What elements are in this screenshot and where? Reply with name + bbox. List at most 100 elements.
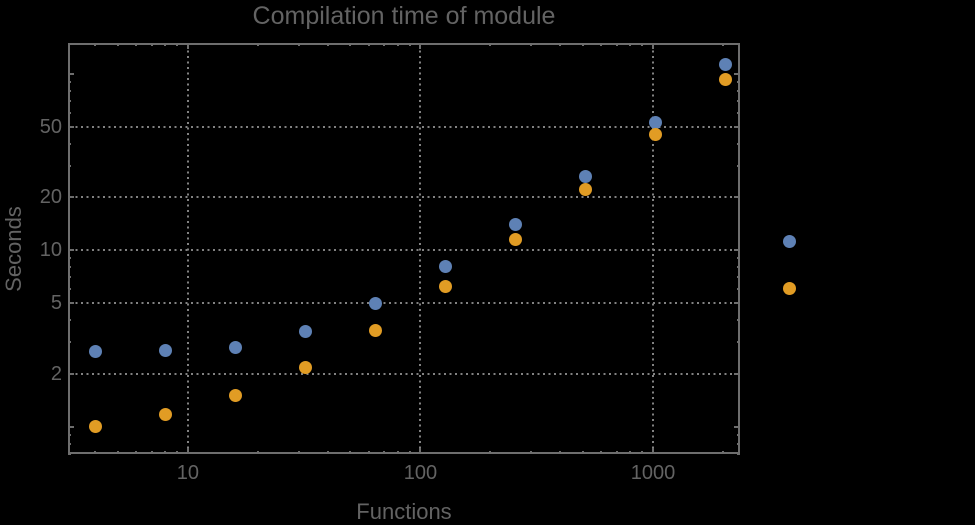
data-point-s1-4 [88, 345, 102, 359]
y-tick-minor [68, 89, 71, 92]
y-tick-major [68, 72, 74, 75]
x-tick-minor [600, 451, 603, 454]
x-tick-minor [326, 43, 329, 46]
y-tick-major [734, 372, 740, 375]
y-tick-major [734, 125, 740, 128]
x-tick-major [652, 448, 655, 454]
y-tick-minor [68, 341, 71, 344]
y-tick-label-2: 2 [50, 362, 62, 385]
x-tick-minor [396, 451, 399, 454]
data-point-s2-16 [228, 389, 242, 403]
y-tick-minor [68, 257, 71, 260]
y-tick-major [68, 372, 74, 375]
data-point-s2-256 [508, 232, 522, 246]
x-tick-minor [408, 43, 411, 46]
y-tick-minor [737, 288, 740, 291]
data-point-s1-64 [368, 296, 382, 310]
y-tick-minor [68, 442, 71, 445]
y-tick-minor [68, 453, 71, 455]
plot-frame [68, 43, 740, 455]
y-tick-minor [68, 164, 71, 167]
x-tick-minor [164, 451, 167, 454]
y-tick-minor [737, 433, 740, 436]
gridline-x-100 [419, 45, 422, 452]
data-point-s1-8 [158, 344, 172, 357]
data-point-s2-32 [298, 361, 312, 375]
y-tick-major [68, 425, 74, 428]
x-axis-label: Functions [356, 499, 452, 524]
y-tick-minor [68, 99, 71, 102]
data-point-s2-4 [88, 420, 102, 434]
y-tick-minor [68, 319, 71, 322]
x-tick-minor [176, 43, 179, 46]
data-point-s1-128 [438, 259, 452, 273]
y-tick-major [734, 72, 740, 75]
y-tick-label-5: 5 [50, 292, 62, 315]
x-tick-minor [722, 451, 725, 454]
y-tick-minor [68, 80, 71, 83]
x-tick-minor [383, 451, 386, 454]
x-tick-minor [629, 43, 632, 46]
legend-marker-series2 [782, 281, 796, 295]
x-tick-minor [164, 43, 167, 46]
data-point-s1-32 [298, 325, 312, 339]
x-tick-minor [367, 43, 370, 46]
y-tick-major [68, 249, 74, 252]
x-tick-minor [616, 43, 618, 46]
x-tick-minor [489, 451, 492, 454]
data-point-s1-16 [228, 341, 242, 355]
x-tick-minor [150, 43, 153, 46]
x-tick-minor [349, 43, 352, 46]
y-tick-minor [737, 142, 740, 145]
x-tick-major [419, 43, 422, 49]
x-tick-minor [135, 451, 138, 454]
x-tick-minor [530, 451, 533, 454]
x-tick-minor [396, 43, 399, 46]
x-tick-label-100: 100 [403, 462, 438, 484]
data-point-s1-2048 [718, 58, 732, 72]
x-tick-minor [559, 43, 562, 46]
x-tick-minor [383, 43, 386, 46]
gridline-y-2 [70, 372, 738, 375]
y-tick-major [734, 425, 740, 428]
x-tick-label-10: 10 [176, 462, 200, 484]
x-tick-label-1000: 1000 [630, 462, 676, 484]
y-tick-major [68, 302, 74, 305]
x-tick-minor [641, 451, 644, 454]
y-tick-minor [68, 111, 71, 114]
x-tick-minor [94, 451, 97, 454]
y-tick-minor [737, 442, 740, 445]
x-tick-minor [135, 43, 138, 46]
y-tick-minor [737, 257, 740, 260]
data-point-s2-64 [368, 324, 382, 338]
x-tick-major [419, 448, 422, 454]
x-tick-minor [326, 451, 329, 454]
x-tick-minor [349, 451, 352, 454]
gridline-x-1000 [652, 45, 655, 452]
y-tick-minor [737, 80, 740, 83]
gridline-y-10 [70, 249, 738, 252]
y-tick-minor [737, 111, 740, 114]
x-tick-minor [116, 43, 119, 46]
x-tick-minor [297, 451, 300, 454]
x-tick-minor [150, 451, 153, 454]
gridline-x-10 [186, 45, 189, 452]
y-tick-minor [737, 164, 740, 167]
y-tick-label-50: 50 [39, 115, 62, 138]
x-tick-major [652, 43, 655, 49]
data-point-s1-256 [508, 217, 522, 231]
y-tick-minor [68, 142, 71, 145]
x-tick-minor [367, 451, 370, 454]
gridline-y-50 [70, 125, 738, 128]
y-tick-minor [737, 99, 740, 102]
data-point-s1-1024 [648, 115, 662, 129]
data-point-s2-2048 [718, 73, 732, 87]
y-tick-major [68, 195, 74, 198]
gridline-y-20 [70, 195, 738, 198]
y-tick-label-10: 10 [39, 239, 62, 262]
data-point-s2-1024 [648, 128, 662, 142]
y-tick-minor [737, 266, 740, 269]
x-tick-minor [256, 451, 259, 454]
x-tick-minor [629, 451, 632, 454]
